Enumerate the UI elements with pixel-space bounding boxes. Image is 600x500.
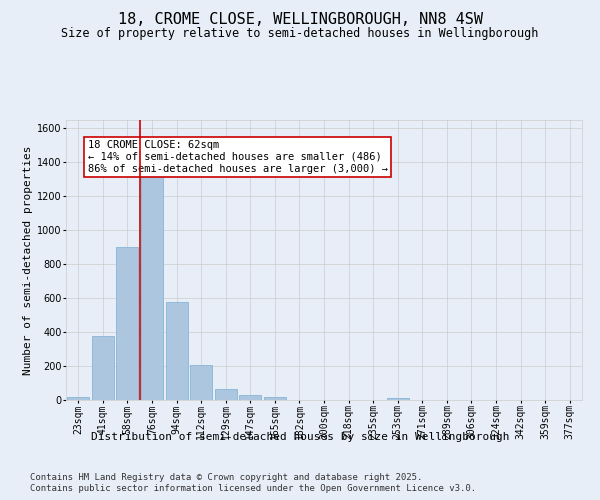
- Y-axis label: Number of semi-detached properties: Number of semi-detached properties: [23, 145, 33, 375]
- Text: Contains public sector information licensed under the Open Government Licence v3: Contains public sector information licen…: [30, 484, 476, 493]
- Bar: [386, 398, 409, 400]
- Bar: [141, 176, 163, 400]
- Bar: [166, 302, 188, 400]
- Text: Contains HM Land Registry data © Crown copyright and database right 2025.: Contains HM Land Registry data © Crown c…: [30, 472, 422, 482]
- Text: 18 CROME CLOSE: 62sqm
← 14% of semi-detached houses are smaller (486)
86% of sem: 18 CROME CLOSE: 62sqm ← 14% of semi-deta…: [88, 140, 388, 173]
- Bar: [190, 365, 212, 400]
- Bar: [92, 336, 114, 400]
- Bar: [264, 398, 286, 400]
- Text: 18, CROME CLOSE, WELLINGBOROUGH, NN8 4SW: 18, CROME CLOSE, WELLINGBOROUGH, NN8 4SW: [118, 12, 482, 28]
- Bar: [239, 395, 262, 400]
- Text: Size of property relative to semi-detached houses in Wellingborough: Size of property relative to semi-detach…: [61, 28, 539, 40]
- Text: Distribution of semi-detached houses by size in Wellingborough: Distribution of semi-detached houses by …: [91, 432, 509, 442]
- Bar: [116, 248, 139, 400]
- Bar: [67, 397, 89, 400]
- Bar: [215, 389, 237, 400]
